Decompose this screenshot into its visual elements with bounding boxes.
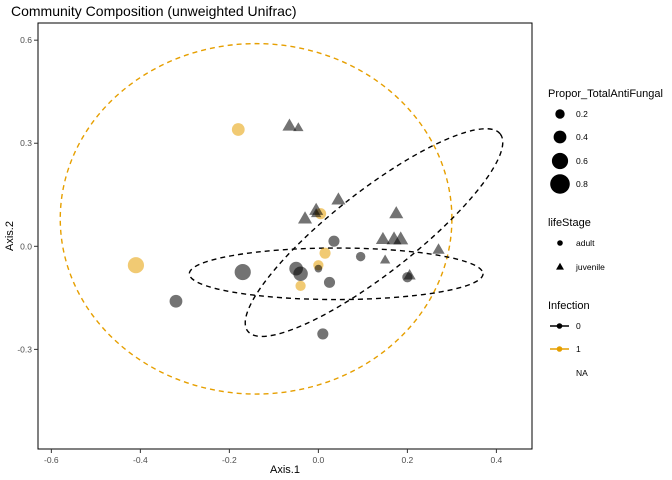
y-tick-label-1: 0.0 [20,241,32,251]
point-triangle-26 [403,268,416,280]
legend-title-size: Propor_TotalAntiFungal [548,88,663,100]
legend-title-color: Infection [548,300,590,312]
legend-size-label-2: 0.6 [576,156,588,166]
confidence-ellipses [59,42,504,395]
point-circle-9 [293,266,308,282]
point-triangle-16 [293,122,304,132]
point-circle-12 [323,276,336,288]
legend-color-key-1 [556,346,563,352]
legend-size-key-0 [555,109,565,119]
point-triangle-23 [393,231,409,245]
legend-size-label-0: 0.2 [576,109,588,119]
point-triangle-15 [282,118,297,131]
x-tick-label-3: 0.0 [312,455,324,465]
legend-title-shape: lifeStage [548,217,591,229]
ellipse-infection-0-1 [244,128,504,338]
point-circle-10 [328,235,340,247]
legend-color-key-0 [556,323,563,329]
point-circle-11 [355,251,366,262]
point-triangle-25 [432,243,445,254]
point-triangle-21 [375,231,390,245]
y-tick-label-3: 0.6 [20,35,32,45]
x-tick-label-4: 0.2 [401,455,413,465]
legend-size-key-3 [550,174,570,194]
legend-size-key-1 [553,130,567,144]
legend-color-label-0: 0 [576,321,581,331]
point-circle-1 [231,123,245,136]
data-points [127,118,445,340]
point-circle-28 [314,264,323,273]
legend: Propor_TotalAntiFungal 0.2 0.4 0.6 0.8 lifeSt… [548,88,663,378]
legend-size-label-3: 0.8 [576,179,588,189]
x-tick-label-5: 0.4 [490,455,502,465]
legend-color-label-2: NA [576,368,588,378]
point-triangle-27 [310,208,322,218]
x-tick-label-0: -0.6 [44,455,59,465]
legend-size-label-1: 0.4 [576,132,588,142]
ellipse-infection-0-2 [188,247,484,301]
point-circle-13 [317,328,329,340]
point-triangle-24 [379,254,391,264]
point-circle-3 [319,247,331,259]
legend-shape-label-0: adult [576,238,595,248]
point-triangle-19 [331,192,346,205]
y-tick-label-0: -0.3 [17,344,32,354]
x-axis-title: Axis.1 [270,464,300,476]
x-tick-label-2: -0.2 [222,455,237,465]
point-triangle-17 [297,211,313,224]
point-circle-6 [234,263,251,281]
y-axis: -0.3 0.0 0.3 0.6 [17,35,38,354]
point-circle-5 [295,280,306,291]
plot-panel [37,22,533,450]
legend-shape-key-1 [556,262,564,270]
legend-color-label-1: 1 [576,344,581,354]
legend-shape-key-0 [557,240,563,246]
legend-size-key-2 [551,152,569,170]
chart-title: Community Composition (unweighted Unifra… [11,3,297,19]
x-axis: -0.6 -0.4 -0.2 0.0 0.2 0.4 [44,449,503,465]
point-circle-7 [169,294,183,308]
point-circle-0 [127,257,145,274]
point-triangle-20 [389,206,404,219]
legend-shape-label-1: juvenile [575,262,605,272]
x-tick-label-1: -0.4 [133,455,148,465]
y-axis-title: Axis.2 [4,221,16,251]
y-tick-label-2: 0.3 [20,138,32,148]
